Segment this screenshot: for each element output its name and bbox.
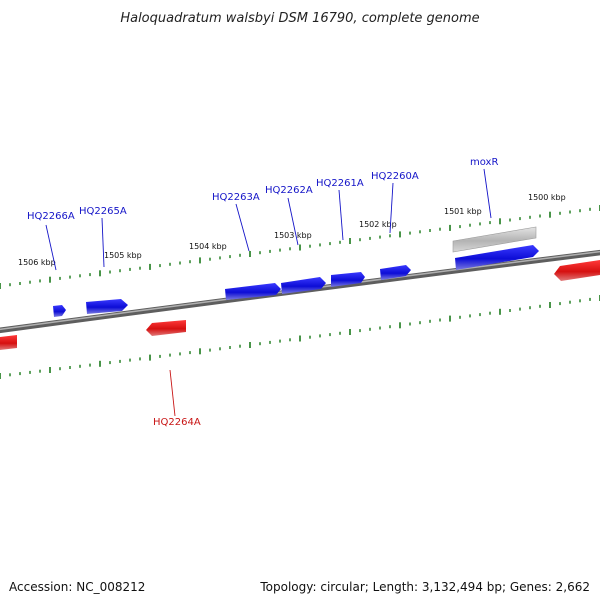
gene-right-edge-arrow[interactable] (554, 260, 600, 281)
gene-label-HQ2266A[interactable]: HQ2266A (27, 211, 75, 222)
kbp-label: 1503 kbp (274, 231, 312, 240)
gene-HQ2264A-arrow[interactable] (146, 320, 186, 336)
gene-label-HQ2260A[interactable]: HQ2260A (371, 171, 419, 182)
accession-text: Accession: NC_008212 (9, 580, 146, 594)
gene-HQ2263A-arrow[interactable] (225, 283, 281, 300)
gene-moxR-pseudo-arrow[interactable] (452, 226, 537, 253)
gene-label-HQ2261A[interactable]: HQ2261A (316, 178, 364, 189)
genome-summary-text: Topology: circular; Length: 3,132,494 bp… (260, 580, 590, 594)
gene-HQ2261A-arrow[interactable] (331, 272, 365, 287)
label-leaders (45, 168, 492, 417)
gene-label-moxR[interactable]: moxR (470, 157, 498, 168)
kbp-label: 1506 kbp (18, 258, 56, 267)
gene-HQ2262A-arrow[interactable] (281, 277, 326, 294)
kbp-label: 1504 kbp (189, 242, 227, 251)
kbp-label: 1500 kbp (528, 193, 566, 202)
gene-label-HQ2262A[interactable]: HQ2262A (265, 185, 313, 196)
gene-HQ2266A-arrow[interactable] (53, 305, 66, 317)
forward-genes (53, 245, 539, 317)
gene-label-HQ2265A[interactable]: HQ2265A (79, 206, 127, 217)
reverse-genes (0, 260, 600, 350)
outer-tick-track (0, 205, 600, 289)
gene-HQ2260A-arrow[interactable] (380, 265, 411, 280)
gene-label-HQ2264A[interactable]: HQ2264A (153, 417, 201, 428)
gene-HQ2265A-arrow[interactable] (86, 299, 128, 314)
gene-moxR-arrow[interactable] (455, 245, 539, 270)
kbp-label: 1502 kbp (359, 220, 397, 229)
map-title: Haloquadratum walsbyi DSM 16790, complet… (120, 11, 479, 26)
kbp-label: 1501 kbp (444, 207, 482, 216)
gene-left-edge-arrow[interactable] (0, 335, 17, 350)
kbp-label: 1505 kbp (104, 251, 142, 260)
gene-label-HQ2263A[interactable]: HQ2263A (212, 192, 260, 203)
inner-tick-track (0, 295, 600, 379)
